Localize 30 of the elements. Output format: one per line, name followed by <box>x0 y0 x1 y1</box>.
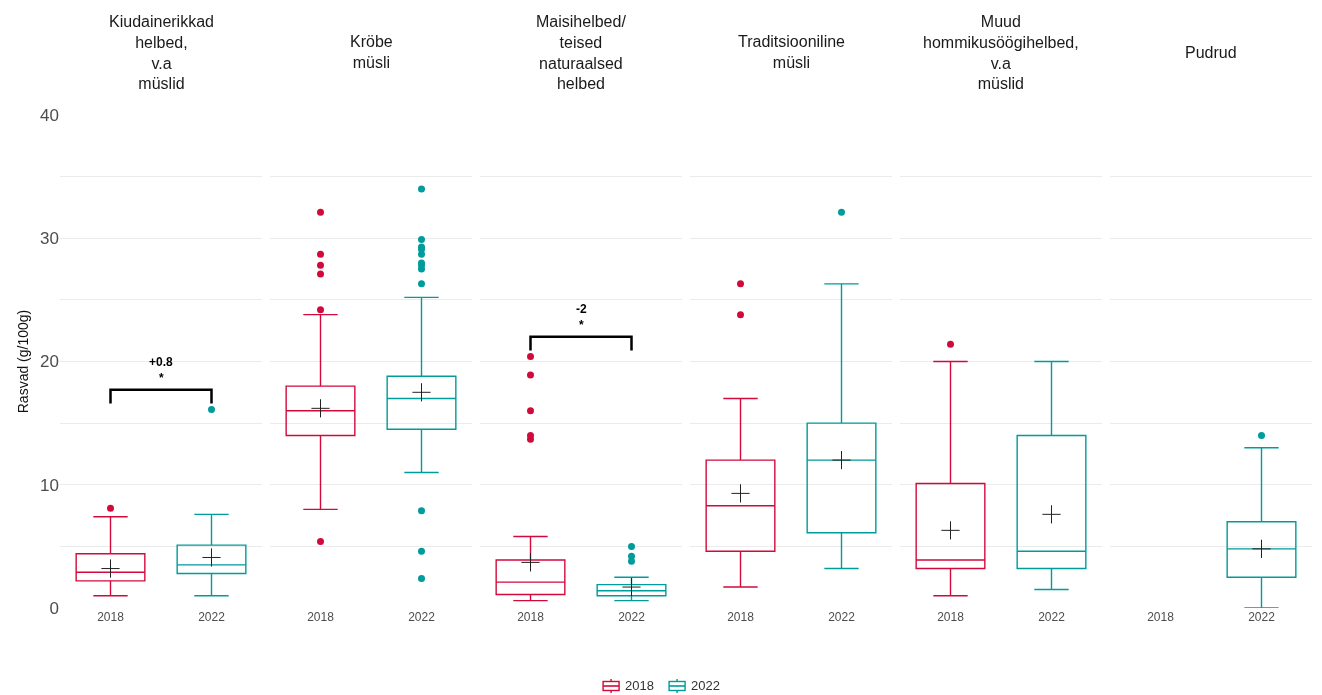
y-tick-label: 40 <box>40 105 59 125</box>
x-tick-label: 2022 <box>828 610 856 624</box>
x-tick-label: 2018 <box>307 610 335 624</box>
chart-title: Maisihelbed/ teised naturaalsed helbed <box>536 13 627 93</box>
x-tick-label: 2022 <box>618 610 646 624</box>
chart-title: Kiudainerikkad helbed, v.a müslid <box>109 13 214 93</box>
y-tick-label: 30 <box>40 229 59 249</box>
x-tick-label: 2018 <box>727 610 755 624</box>
chart-title: Pudrud <box>1185 44 1237 61</box>
annotation: * <box>579 318 584 332</box>
x-tick-label: 2022 <box>198 610 226 624</box>
legend-label: 2022 <box>691 678 720 693</box>
y-axis-title: Rasvad (g/100g) <box>14 309 31 414</box>
chart-title: Kröbe müsli <box>350 33 393 71</box>
x-tick-label: 2018 <box>1147 610 1175 624</box>
x-tick-label: 2018 <box>97 610 125 624</box>
y-tick-label: 20 <box>40 352 59 372</box>
x-tick-label: 2018 <box>937 610 965 624</box>
annotation: -2 <box>576 302 587 316</box>
chart-title: Muud hommikusöögihelbed, v.a müslid <box>923 13 1079 93</box>
x-tick-label: 2022 <box>1038 610 1066 624</box>
x-tick-label: 2022 <box>408 610 436 624</box>
x-tick-label: 2018 <box>517 610 545 624</box>
x-tick-label: 2022 <box>1248 610 1276 624</box>
annotation: +0.8 <box>149 355 174 369</box>
chart-title: Traditsiooniline müsli <box>738 33 846 71</box>
annotation: * <box>159 371 164 385</box>
y-tick-label: 10 <box>40 475 59 495</box>
legend-label: 2018 <box>625 678 654 693</box>
y-tick-label: 0 <box>49 598 59 618</box>
